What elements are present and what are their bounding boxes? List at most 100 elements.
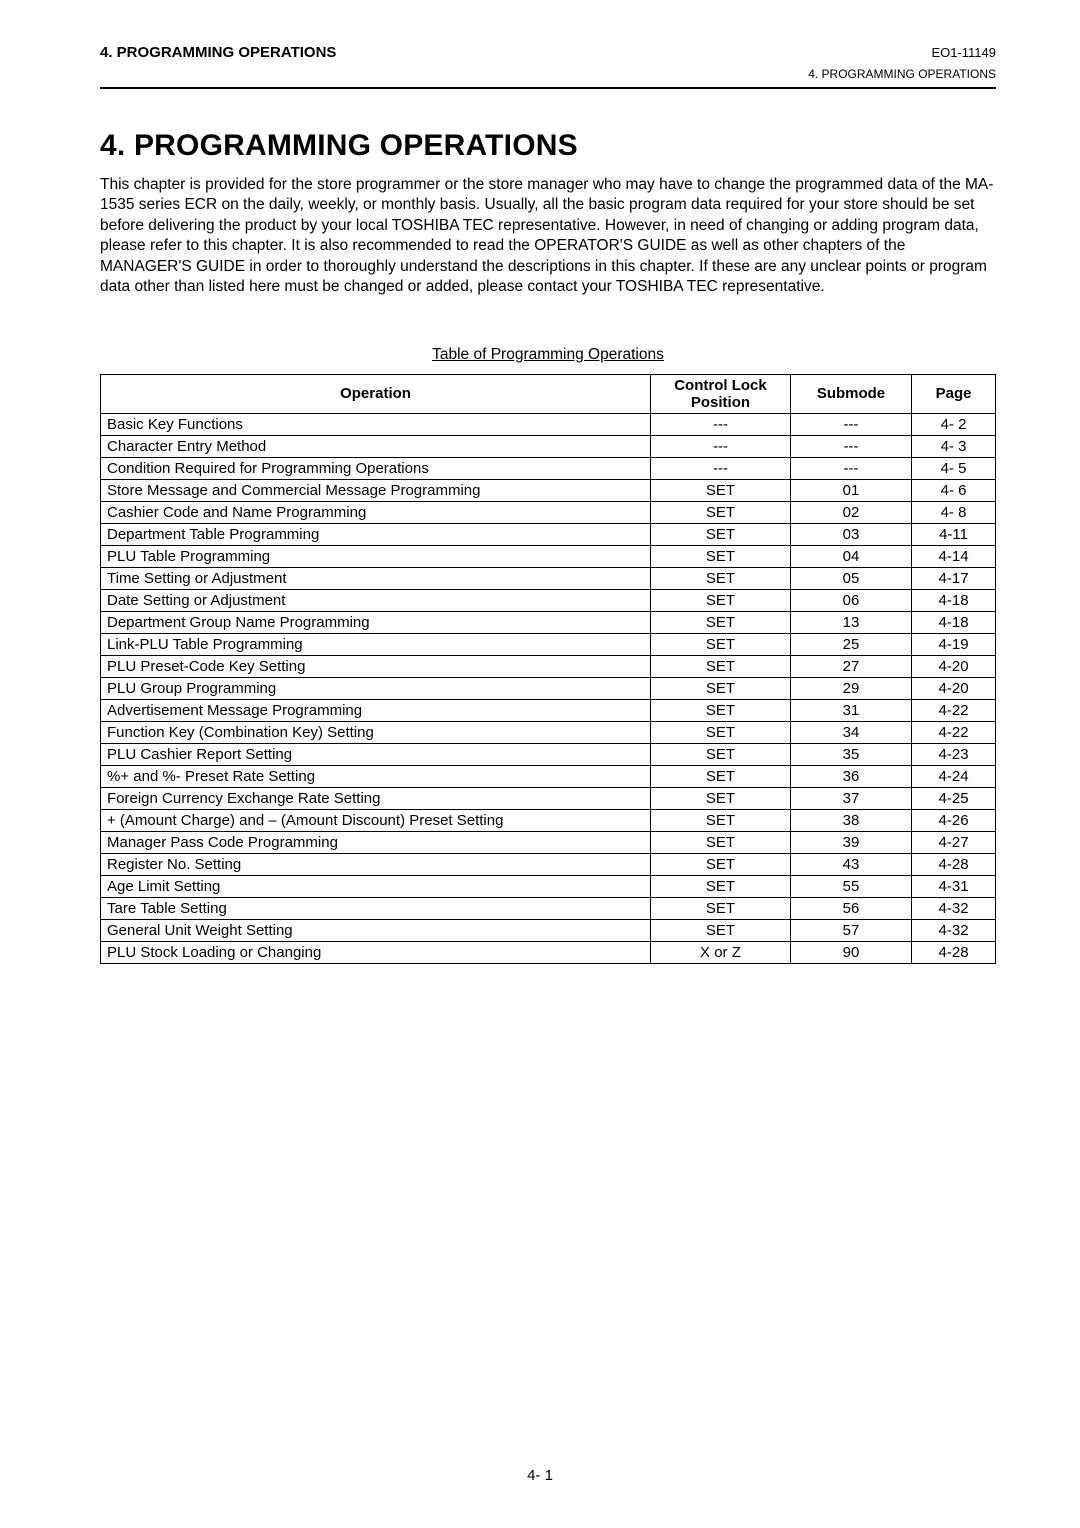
cell-lock: SET (651, 787, 791, 809)
table-row: + (Amount Charge) and – (Amount Discount… (101, 809, 996, 831)
cell-lock: SET (651, 743, 791, 765)
table-row: %+ and %- Preset Rate SettingSET364-24 (101, 765, 996, 787)
cell-submode: --- (790, 457, 911, 479)
cell-operation: %+ and %- Preset Rate Setting (101, 765, 651, 787)
cell-operation: Date Setting or Adjustment (101, 589, 651, 611)
table-row: Basic Key Functions------4- 2 (101, 413, 996, 435)
cell-page: 4-24 (912, 765, 996, 787)
col-header-page: Page (912, 374, 996, 413)
cell-submode: 90 (790, 941, 911, 963)
cell-submode: 55 (790, 875, 911, 897)
chapter-title: 4. PROGRAMMING OPERATIONS (100, 129, 996, 163)
cell-page: 4-20 (912, 677, 996, 699)
cell-page: 4-31 (912, 875, 996, 897)
cell-operation: PLU Preset-Code Key Setting (101, 655, 651, 677)
cell-lock: SET (651, 721, 791, 743)
header-left: 4. PROGRAMMING OPERATIONS (100, 44, 336, 61)
cell-lock: SET (651, 765, 791, 787)
cell-operation: Condition Required for Programming Opera… (101, 457, 651, 479)
cell-operation: Link-PLU Table Programming (101, 633, 651, 655)
cell-submode: 34 (790, 721, 911, 743)
cell-operation: PLU Group Programming (101, 677, 651, 699)
cell-submode: 29 (790, 677, 911, 699)
cell-submode: 13 (790, 611, 911, 633)
table-row: Date Setting or AdjustmentSET064-18 (101, 589, 996, 611)
table-row: General Unit Weight SettingSET574-32 (101, 919, 996, 941)
cell-page: 4-28 (912, 853, 996, 875)
col-header-submode: Submode (790, 374, 911, 413)
table-row: Link-PLU Table ProgrammingSET254-19 (101, 633, 996, 655)
table-row: PLU Cashier Report SettingSET354-23 (101, 743, 996, 765)
cell-submode: 56 (790, 897, 911, 919)
header-right: EO1-11149 (931, 45, 996, 60)
cell-operation: Foreign Currency Exchange Rate Setting (101, 787, 651, 809)
page-header: 4. PROGRAMMING OPERATIONS EO1-11149 (100, 44, 996, 61)
cell-page: 4-19 (912, 633, 996, 655)
cell-operation: Register No. Setting (101, 853, 651, 875)
cell-operation: PLU Stock Loading or Changing (101, 941, 651, 963)
cell-lock: SET (651, 633, 791, 655)
cell-operation: PLU Table Programming (101, 545, 651, 567)
table-row: Condition Required for Programming Opera… (101, 457, 996, 479)
cell-lock: SET (651, 655, 791, 677)
cell-lock: SET (651, 809, 791, 831)
cell-page: 4-27 (912, 831, 996, 853)
cell-lock: SET (651, 501, 791, 523)
cell-operation: Advertisement Message Programming (101, 699, 651, 721)
table-row: Tare Table SettingSET564-32 (101, 897, 996, 919)
cell-submode: 35 (790, 743, 911, 765)
cell-lock: SET (651, 523, 791, 545)
cell-operation: Department Table Programming (101, 523, 651, 545)
cell-lock: SET (651, 611, 791, 633)
cell-operation: Manager Pass Code Programming (101, 831, 651, 853)
table-row: Function Key (Combination Key) SettingSE… (101, 721, 996, 743)
cell-page: 4- 2 (912, 413, 996, 435)
cell-page: 4-11 (912, 523, 996, 545)
cell-lock: SET (651, 919, 791, 941)
cell-submode: 38 (790, 809, 911, 831)
cell-operation: Department Group Name Programming (101, 611, 651, 633)
table-row: Age Limit SettingSET554-31 (101, 875, 996, 897)
cell-submode: 57 (790, 919, 911, 941)
cell-submode: --- (790, 413, 911, 435)
table-row: Foreign Currency Exchange Rate SettingSE… (101, 787, 996, 809)
cell-operation: Character Entry Method (101, 435, 651, 457)
cell-page: 4- 6 (912, 479, 996, 501)
cell-lock: --- (651, 435, 791, 457)
cell-operation: PLU Cashier Report Setting (101, 743, 651, 765)
cell-submode: 03 (790, 523, 911, 545)
cell-lock: SET (651, 853, 791, 875)
table-row: Department Group Name ProgrammingSET134-… (101, 611, 996, 633)
cell-page: 4-32 (912, 897, 996, 919)
table-row: Time Setting or AdjustmentSET054-17 (101, 567, 996, 589)
cell-page: 4-25 (912, 787, 996, 809)
intro-paragraph: This chapter is provided for the store p… (100, 175, 996, 298)
cell-submode: 37 (790, 787, 911, 809)
cell-page: 4-32 (912, 919, 996, 941)
cell-page: 4-14 (912, 545, 996, 567)
table-row: Cashier Code and Name ProgrammingSET024-… (101, 501, 996, 523)
cell-operation: Time Setting or Adjustment (101, 567, 651, 589)
table-row: Department Table ProgrammingSET034-11 (101, 523, 996, 545)
cell-lock: X or Z (651, 941, 791, 963)
cell-page: 4-23 (912, 743, 996, 765)
table-row: PLU Group ProgrammingSET294-20 (101, 677, 996, 699)
cell-operation: Basic Key Functions (101, 413, 651, 435)
cell-page: 4-18 (912, 611, 996, 633)
col-header-lock-line2: Position (691, 394, 750, 411)
cell-lock: SET (651, 831, 791, 853)
footer-page-number: 4- 1 (0, 1467, 1080, 1484)
table-row: PLU Table ProgrammingSET044-14 (101, 545, 996, 567)
col-header-lock-line1: Control Lock (674, 377, 767, 394)
cell-page: 4- 8 (912, 501, 996, 523)
cell-submode: 04 (790, 545, 911, 567)
table-row: Character Entry Method------4- 3 (101, 435, 996, 457)
cell-submode: 36 (790, 765, 911, 787)
cell-lock: SET (651, 875, 791, 897)
cell-page: 4-22 (912, 699, 996, 721)
table-caption: Table of Programming Operations (100, 346, 996, 364)
cell-lock: SET (651, 589, 791, 611)
cell-operation: Tare Table Setting (101, 897, 651, 919)
cell-operation: Function Key (Combination Key) Setting (101, 721, 651, 743)
table-row: Register No. SettingSET434-28 (101, 853, 996, 875)
